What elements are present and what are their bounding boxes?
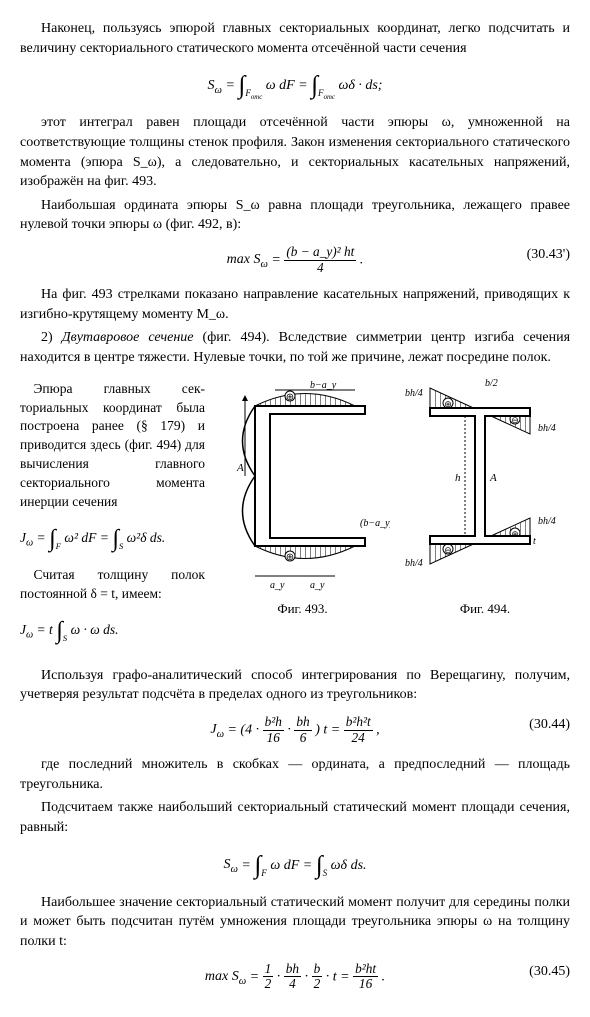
- svg-text:b−a_y: b−a_y: [310, 380, 337, 391]
- svg-text:bh/4: bh/4: [405, 558, 423, 569]
- paragraph-8: Подсчитаем также наибольший секториальны…: [20, 798, 570, 837]
- fig-493-svg: ⊕ ⊕ A b−a_y (b−a_y)²/4 · ht a_y a_y: [215, 376, 390, 596]
- fig-494-caption: Фиг. 494.: [400, 600, 570, 618]
- figure-493: ⊕ ⊕ A b−a_y (b−a_y)²/4 · ht a_y a_y Фиг.…: [215, 376, 390, 658]
- paragraph-5: 2) Двутавровое сечение (фиг. 494). Вслед…: [20, 328, 570, 367]
- left-text-column: Эпюра главных сек­ториальных координат б…: [20, 376, 205, 658]
- paragraph-9: Наибольшее значение секториальный статич…: [20, 893, 570, 952]
- equation-3: Jω = (4 · b²h16 · bh6 ) t = b²h²t24 , (3…: [20, 715, 570, 745]
- paragraph-1: Наконец, пользуясь эпюрой главных сектор…: [20, 19, 570, 58]
- svg-text:a_y: a_y: [310, 580, 325, 591]
- figure-row: Эпюра главных сек­ториальных координат б…: [20, 376, 570, 658]
- paragraph-2: этот интеграл равен площади отсечённой ч…: [20, 113, 570, 191]
- equation-1: Sω = ∫Fотс ω dF = ∫Fотс ωδ · ds;: [20, 68, 570, 103]
- equation-J1: Jω = ∫F ω² dF = ∫S ω²δ ds.: [20, 522, 205, 556]
- svg-text:A: A: [489, 472, 497, 484]
- svg-text:bh/4: bh/4: [405, 388, 423, 399]
- svg-text:a_y: a_y: [270, 580, 285, 591]
- paragraph-3: Наибольшая ордината эпюры S_ω равна площ…: [20, 196, 570, 235]
- left-paragraph-1: Эпюра главных сек­ториальных координат б…: [20, 380, 205, 512]
- equation-4: Sω = ∫F ω dF = ∫S ωδ ds.: [20, 848, 570, 883]
- eq-number-3043: (30.43'): [527, 245, 570, 265]
- eq-number-3045: (30.45): [529, 962, 570, 982]
- svg-text:(b−a_y)²/4 · ht: (b−a_y)²/4 · ht: [360, 518, 390, 529]
- fig-494-svg: ⊕ ⊖ ⊖ ⊕ bh/4 b/2 bh/4 h A t bh/4 bh/4: [400, 376, 570, 596]
- fig-493-caption: Фиг. 493.: [215, 600, 390, 618]
- equation-2: max Sω = (b − a_y)² ht4 . (30.43'): [20, 245, 570, 275]
- svg-text:t: t: [533, 536, 536, 547]
- figure-494: ⊕ ⊖ ⊖ ⊕ bh/4 b/2 bh/4 h A t bh/4 bh/4 Фи…: [400, 376, 570, 658]
- paragraph-6: Используя графо-аналитический способ инт…: [20, 666, 570, 705]
- paragraph-7: где последний множитель в скобках — орди…: [20, 755, 570, 794]
- equation-5: max Sω = 12 · bh4 · b2 · t = b²ht16 . (3…: [20, 962, 570, 992]
- svg-text:h: h: [455, 472, 461, 484]
- paragraph-4: На фиг. 493 стрелками показано направлен…: [20, 285, 570, 324]
- equation-J2: Jω = t ∫S ω · ω ds.: [20, 614, 205, 648]
- svg-text:⊕: ⊕: [286, 392, 294, 403]
- left-paragraph-2: Считая толщину полок постоянной δ = t, и…: [20, 566, 205, 604]
- svg-text:bh/4: bh/4: [538, 423, 556, 434]
- svg-text:bh/4: bh/4: [538, 516, 556, 527]
- svg-text:⊕: ⊕: [286, 552, 294, 563]
- svg-text:⊖: ⊖: [444, 545, 452, 555]
- svg-text:b/2: b/2: [485, 378, 498, 389]
- svg-text:A: A: [236, 462, 244, 474]
- eq-number-3044: (30.44): [529, 715, 570, 735]
